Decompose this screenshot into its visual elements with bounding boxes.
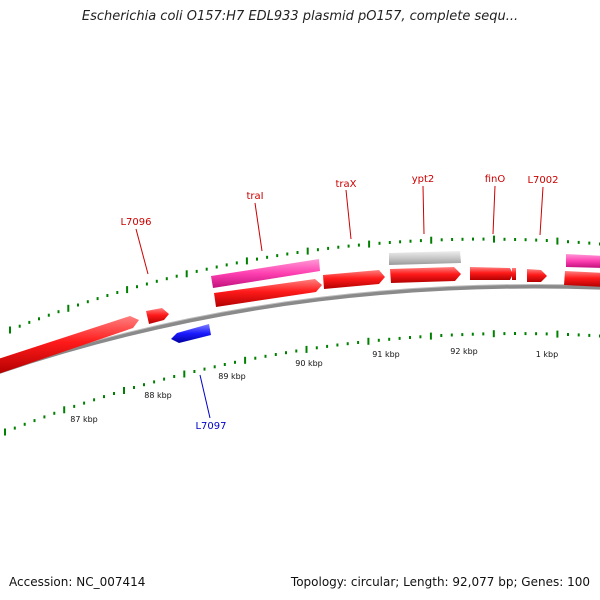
gene-traI[interactable] [214,279,322,307]
leader-traI [254,202,263,252]
label-L7002[interactable]: L7002 [527,175,558,186]
leader-traX [345,189,352,240]
gene-large-left[interactable] [0,316,139,374]
leader-L7097 [199,374,211,419]
backbone-circle [0,284,600,374]
gene-pink-right-feature[interactable] [566,254,600,268]
leader-ypt2 [422,185,425,235]
map-title: Escherichia coli O157:H7 EDL933 plasmid … [81,9,519,24]
gene-L7097[interactable] [171,324,211,343]
tick-label-88kbp: 88 kbp [144,391,172,400]
tick-label-90kbp: 90 kbp [295,359,323,368]
outer-tick-ring [9,235,600,334]
tick-label-91kbp: 91 kbp [372,350,400,359]
accession-text: Accession: NC_007414 [9,575,146,589]
gene-ypt2[interactable] [390,267,461,283]
gene-finO-a[interactable] [470,267,513,280]
label-L7097[interactable]: L7097 [195,421,226,432]
label-traI[interactable]: traI [246,191,263,202]
tick-label-92kbp: 92 kbp [450,347,478,356]
leader-L7002 [539,186,544,236]
label-ypt2[interactable]: ypt2 [412,174,435,185]
tick-label-1kbp: 1 kbp [536,350,558,359]
gene-traI-feature[interactable] [211,259,320,288]
gene-L7002[interactable] [527,269,547,282]
gene-ypt2-feature[interactable] [389,251,461,265]
tick-label-89kbp: 89 kbp [218,372,246,381]
gene-right-edge[interactable] [564,271,600,287]
inner-tick-ring [4,330,600,436]
label-finO[interactable]: finO [485,174,506,185]
gene-finO-b[interactable] [512,268,516,280]
label-traX[interactable]: traX [335,179,356,190]
tick-label-87kbp: 87 kbp [70,415,98,424]
leader-L7096 [135,228,149,275]
topology-summary: Topology: circular; Length: 92,077 bp; G… [290,575,590,589]
gene-traX[interactable] [323,270,385,289]
leader-finO [492,185,496,235]
gene-L7096[interactable] [146,308,169,324]
label-L7096[interactable]: L7096 [120,217,151,228]
